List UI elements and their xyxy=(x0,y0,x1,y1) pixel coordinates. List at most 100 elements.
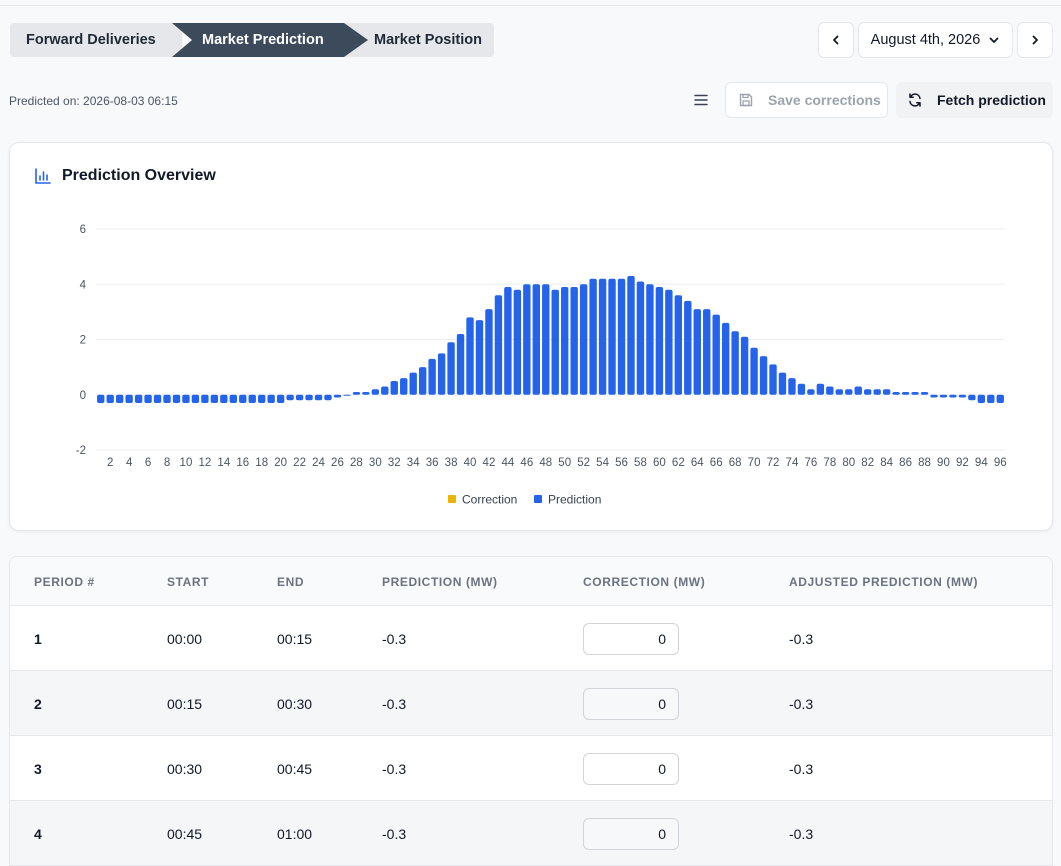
prediction-bar[interactable] xyxy=(494,295,503,395)
prediction-bar[interactable] xyxy=(371,389,380,395)
save-corrections-button[interactable]: Save corrections xyxy=(725,82,888,118)
prediction-bar[interactable] xyxy=(977,394,986,404)
prediction-bar[interactable] xyxy=(172,394,181,404)
prediction-bar[interactable] xyxy=(835,389,843,395)
prediction-bar[interactable] xyxy=(845,389,853,395)
date-picker-button[interactable]: August 4th, 2026 xyxy=(858,22,1013,58)
prediction-bar[interactable] xyxy=(456,333,465,395)
prediction-bar[interactable] xyxy=(561,287,569,395)
prediction-bar[interactable] xyxy=(134,394,143,404)
next-date-button[interactable] xyxy=(1017,22,1053,58)
prediction-bar[interactable] xyxy=(958,394,967,398)
prediction-bar[interactable] xyxy=(125,394,133,404)
prediction-bar[interactable] xyxy=(333,394,342,398)
prediction-bar[interactable] xyxy=(447,342,455,395)
prediction-bar[interactable] xyxy=(248,394,256,404)
prediction-bar[interactable] xyxy=(901,391,910,395)
prediction-bar[interactable] xyxy=(759,356,768,395)
header-adjusted-prediction[interactable]: ADJUSTED PREDICTION (MW) xyxy=(789,574,979,589)
prediction-bar[interactable] xyxy=(220,394,228,404)
prediction-bar[interactable] xyxy=(352,391,361,395)
prediction-bar[interactable] xyxy=(475,320,484,395)
prediction-bar[interactable] xyxy=(229,394,237,404)
prediction-bar[interactable] xyxy=(276,394,285,404)
prediction-bar[interactable] xyxy=(513,289,522,395)
prediction-bar[interactable] xyxy=(295,394,304,401)
correction-input[interactable] xyxy=(583,622,679,655)
prediction-bar[interactable] xyxy=(968,394,976,401)
prediction-bar[interactable] xyxy=(911,391,919,395)
prediction-bar[interactable] xyxy=(258,394,266,404)
prediction-bar[interactable] xyxy=(267,394,275,404)
prediction-bar[interactable] xyxy=(466,317,474,395)
prediction-bar[interactable] xyxy=(144,394,152,404)
prediction-bar[interactable] xyxy=(409,372,417,395)
prediction-bar[interactable] xyxy=(636,281,645,395)
legend-swatch[interactable] xyxy=(448,495,456,503)
header-prediction[interactable]: PREDICTION (MW) xyxy=(382,574,498,589)
prediction-bar[interactable] xyxy=(731,331,739,395)
prediction-bar[interactable] xyxy=(343,394,351,396)
correction-input[interactable] xyxy=(583,752,679,785)
prediction-bar[interactable] xyxy=(816,383,825,395)
prediction-bar[interactable] xyxy=(920,391,929,395)
prediction-bar[interactable] xyxy=(712,314,720,395)
prediction-bar[interactable] xyxy=(769,364,777,395)
prediction-bar[interactable] xyxy=(324,394,332,401)
prediction-bar[interactable] xyxy=(542,284,550,395)
prediction-bar[interactable] xyxy=(428,358,436,395)
prediction-bar[interactable] xyxy=(684,300,692,395)
prediction-bar[interactable] xyxy=(617,278,626,395)
prediction-bar[interactable] xyxy=(418,367,427,395)
legend-label[interactable]: Prediction xyxy=(548,493,601,507)
prediction-bar[interactable] xyxy=(163,394,171,404)
prediction-bar[interactable] xyxy=(996,394,1004,404)
prediction-bar[interactable] xyxy=(551,289,559,395)
prediction-bar[interactable] xyxy=(750,347,758,395)
prediction-bar[interactable] xyxy=(930,394,938,398)
prediction-bar[interactable] xyxy=(579,284,588,395)
prediction-bar[interactable] xyxy=(106,394,114,404)
prediction-bar[interactable] xyxy=(400,378,408,395)
prediction-bar[interactable] xyxy=(987,394,995,404)
prediction-bar[interactable] xyxy=(286,394,294,401)
step-market-prediction[interactable]: Market Prediction xyxy=(172,23,368,57)
prediction-bar[interactable] xyxy=(665,289,673,395)
prediction-bar[interactable] xyxy=(182,394,190,404)
prediction-bar[interactable] xyxy=(807,389,815,395)
prediction-bar[interactable] xyxy=(153,394,162,404)
prediction-bar[interactable] xyxy=(892,391,900,395)
prediction-bar[interactable] xyxy=(210,394,219,404)
prediction-bar[interactable] xyxy=(788,378,796,395)
correction-input[interactable] xyxy=(583,817,679,850)
prediction-bar[interactable] xyxy=(437,353,446,395)
fetch-prediction-button[interactable]: Fetch prediction xyxy=(896,82,1053,118)
prediction-bar[interactable] xyxy=(485,309,493,395)
prediction-bar[interactable] xyxy=(949,394,957,398)
header-end[interactable]: END xyxy=(277,574,305,589)
prediction-bar[interactable] xyxy=(826,386,834,395)
prediction-bar[interactable] xyxy=(239,394,247,404)
prediction-bar[interactable] xyxy=(532,284,540,395)
prediction-bar[interactable] xyxy=(740,336,749,395)
prediction-bar[interactable] xyxy=(693,309,701,395)
prediction-bar[interactable] xyxy=(882,389,891,395)
prediction-bar[interactable] xyxy=(608,278,616,395)
prediction-bar[interactable] xyxy=(703,309,711,395)
prediction-bar[interactable] xyxy=(721,322,730,395)
prediction-bar[interactable] xyxy=(797,383,806,395)
prediction-bar[interactable] xyxy=(778,372,787,395)
step-forward-deliveries[interactable]: Forward Deliveries xyxy=(10,23,182,57)
prediction-bar[interactable] xyxy=(201,394,209,404)
prediction-bar[interactable] xyxy=(655,287,664,395)
prediction-bar[interactable] xyxy=(674,295,683,395)
prediction-bar[interactable] xyxy=(97,394,105,404)
prediction-bar[interactable] xyxy=(504,287,512,395)
prediction-bar[interactable] xyxy=(191,394,200,404)
header-period[interactable]: PERIOD # xyxy=(34,574,95,589)
previous-date-button[interactable] xyxy=(818,22,854,58)
prediction-bar[interactable] xyxy=(864,389,872,395)
correction-input[interactable] xyxy=(583,687,679,720)
legend-swatch[interactable] xyxy=(534,495,542,503)
prediction-bar[interactable] xyxy=(646,284,654,395)
